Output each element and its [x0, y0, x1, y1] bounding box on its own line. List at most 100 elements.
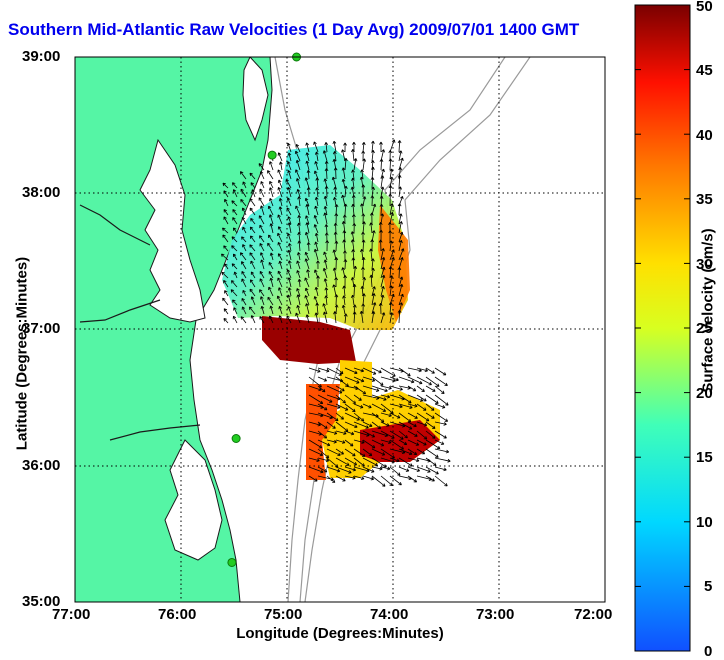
x-tick-73: 73:00 [476, 606, 515, 623]
velocity-arrow [407, 385, 417, 392]
velocity-arrow [344, 448, 356, 457]
velocity-arrow [333, 167, 338, 180]
velocity-arrow [353, 367, 365, 373]
velocity-arrow [434, 439, 445, 445]
velocity-arrow [353, 376, 365, 383]
velocity-arrow [398, 466, 410, 472]
cb-tick-30: 30 [696, 256, 713, 273]
velocity-arrow [241, 207, 247, 216]
velocity-arrow [371, 166, 375, 180]
velocity-arrow [350, 231, 355, 243]
velocity-arrow [308, 457, 320, 462]
velocity-arrow [371, 203, 377, 216]
velocity-arrow [308, 439, 323, 449]
velocity-arrow [326, 412, 339, 422]
velocity-arrow [287, 142, 292, 153]
velocity-arrow [251, 189, 256, 198]
velocity-arrow [296, 189, 301, 198]
velocity-arrow [249, 207, 256, 216]
cb-tick-35: 35 [696, 191, 713, 208]
velocity-arrow [297, 252, 301, 261]
velocity-arrow [315, 177, 320, 189]
velocity-arrow [380, 367, 396, 377]
velocity-arrow [223, 280, 229, 288]
potomac-river [79, 204, 151, 246]
velocity-arrow [362, 376, 376, 382]
velocity-arrow [249, 172, 256, 180]
velocity-arrow [344, 394, 356, 404]
velocity-arrow [322, 150, 328, 162]
velocity-arrow [259, 188, 265, 198]
velocity-arrow [425, 367, 435, 374]
velocity-arrow [416, 421, 428, 427]
velocity-arrow [362, 158, 367, 171]
velocity-arrow [294, 150, 301, 162]
velocity-arrow [335, 367, 344, 375]
velocity-arrow [277, 186, 283, 198]
velocity-arrow [222, 297, 229, 306]
velocity-arrow [333, 311, 337, 324]
velocity-arrow [388, 158, 393, 171]
velocity-arrow [221, 253, 229, 261]
velocity-arrow [342, 230, 347, 243]
velocity-arrow [332, 151, 337, 162]
velocity-arrow [259, 270, 265, 279]
velocity-arrow [351, 257, 356, 270]
velocity-arrow [371, 286, 376, 297]
velocity-arrow [323, 311, 328, 324]
y-tick-37: 37:00 [22, 320, 61, 337]
station-marker [231, 434, 241, 443]
velocity-arrow [407, 457, 420, 463]
velocity-arrow [380, 439, 392, 444]
velocity-arrow [269, 252, 274, 261]
velocity-arrow [232, 182, 238, 189]
velocity-arrow [342, 214, 347, 225]
velocity-arrow [277, 226, 283, 234]
velocity-arrow [305, 222, 310, 234]
velocity-arrow [331, 176, 337, 189]
velocity-arrow [353, 448, 366, 457]
velocity-arrow [398, 448, 413, 456]
velocity-arrow [344, 421, 358, 428]
velocity-arrow [260, 252, 265, 261]
velocity-arrow [425, 385, 436, 392]
velocity-arrow [332, 140, 337, 153]
velocity-arrow [250, 235, 256, 243]
chesapeake-bay [139, 138, 206, 323]
velocity-arrow [333, 231, 338, 243]
velocity-arrow [277, 253, 283, 261]
velocity-arrow [371, 140, 375, 153]
velocity-arrow [267, 170, 274, 180]
velocity-arrow [314, 196, 319, 207]
velocity-arrow [425, 475, 435, 482]
velocity-arrow [324, 295, 329, 306]
velocity-arrow [278, 198, 283, 207]
velocity-arrow [362, 221, 366, 234]
velocity-arrow [304, 251, 310, 261]
velocity-arrow [370, 177, 375, 189]
velocity-arrow [425, 466, 439, 475]
velocity-arrow [425, 403, 435, 411]
velocity-arrow [353, 466, 370, 473]
velocity-arrow [222, 234, 229, 243]
velocity-arrow [326, 439, 337, 444]
velocity-arrow [285, 179, 292, 189]
velocity-arrow [314, 151, 319, 162]
velocity-arrow [434, 376, 448, 386]
velocity-arrow [353, 158, 358, 171]
cb-tick-40: 40 [696, 127, 713, 144]
velocity-arrow [250, 271, 256, 279]
velocity-arrow [380, 412, 392, 418]
albemarle-sound [109, 424, 201, 441]
velocity-arrow [398, 186, 402, 198]
velocity-arrow [380, 186, 385, 198]
velocity-arrow [269, 277, 274, 288]
velocity-arrow [371, 421, 382, 429]
velocity-arrow [242, 244, 247, 252]
velocity-arrow [380, 312, 386, 324]
velocity-arrow [249, 306, 256, 315]
velocity-arrow [324, 185, 329, 198]
velocity-arrow [286, 315, 292, 324]
velocity-arrow [308, 385, 322, 392]
velocity-arrow [344, 457, 358, 466]
